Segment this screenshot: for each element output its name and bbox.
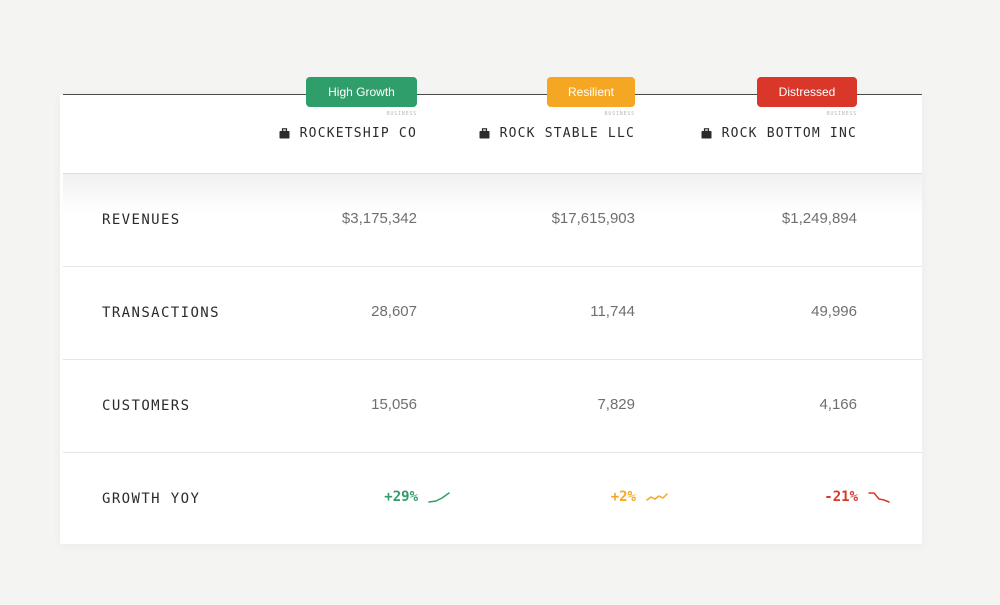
cell-revenues-rocketship: $3,175,342 xyxy=(341,210,417,227)
row-divider xyxy=(63,359,922,360)
tag-resilient: Resilient xyxy=(547,77,635,107)
business-caption: BUSINESS xyxy=(826,111,857,117)
trend-flat-icon xyxy=(646,493,668,501)
row-label-revenues: REVENUES xyxy=(102,212,181,228)
cell-revenues-rock-bottom: $1,249,894 xyxy=(781,210,857,227)
column-header-rock-bottom: BUSINESS ROCK BOTTOM INC xyxy=(701,110,857,141)
growth-value: +2% xyxy=(610,489,636,505)
briefcase-icon xyxy=(701,128,712,139)
row-label-growth: GROWTH YOY xyxy=(102,491,201,507)
cell-transactions-rock-stable: 11,744 xyxy=(590,303,635,320)
business-name-label: ROCK BOTTOM INC xyxy=(721,126,857,141)
business-caption: BUSINESS xyxy=(604,111,635,117)
cell-customers-rock-stable: 7,829 xyxy=(597,396,635,413)
row-divider xyxy=(63,266,922,267)
row-label-customers: CUSTOMERS xyxy=(102,398,191,414)
growth-rocketship: +29% xyxy=(384,489,450,505)
business-name-label: ROCK STABLE LLC xyxy=(499,126,635,141)
business-name: ROCKETSHIP CO xyxy=(279,126,417,141)
growth-rock-stable: +2% xyxy=(611,489,668,505)
trend-up-icon xyxy=(428,492,450,503)
briefcase-icon xyxy=(479,128,490,139)
comparison-card xyxy=(60,94,922,544)
business-name: ROCK STABLE LLC xyxy=(479,126,635,141)
business-caption: BUSINESS xyxy=(386,111,417,117)
top-rule xyxy=(63,94,922,95)
header-shadow xyxy=(63,174,922,214)
column-header-rocketship: BUSINESS ROCKETSHIP CO xyxy=(279,110,417,141)
cell-transactions-rock-bottom: 49,996 xyxy=(811,303,857,320)
header-divider xyxy=(63,173,922,174)
growth-value: +29% xyxy=(384,489,418,505)
column-header-rock-stable: BUSINESS ROCK STABLE LLC xyxy=(479,110,635,141)
briefcase-icon xyxy=(279,128,290,139)
growth-value: -21% xyxy=(824,489,858,505)
row-label-transactions: TRANSACTIONS xyxy=(102,305,220,321)
business-name: ROCK BOTTOM INC xyxy=(701,126,857,141)
cell-revenues-rock-stable: $17,615,903 xyxy=(551,210,635,227)
row-divider xyxy=(63,452,922,453)
cell-transactions-rocketship: 28,607 xyxy=(371,303,417,320)
business-name-label: ROCKETSHIP CO xyxy=(299,126,417,141)
tag-high-growth: High Growth xyxy=(306,77,417,107)
trend-down-icon xyxy=(868,492,890,503)
tag-distressed: Distressed xyxy=(757,77,857,107)
cell-customers-rock-bottom: 4,166 xyxy=(819,396,857,413)
cell-customers-rocketship: 15,056 xyxy=(371,396,417,413)
growth-rock-bottom: -21% xyxy=(824,489,890,505)
